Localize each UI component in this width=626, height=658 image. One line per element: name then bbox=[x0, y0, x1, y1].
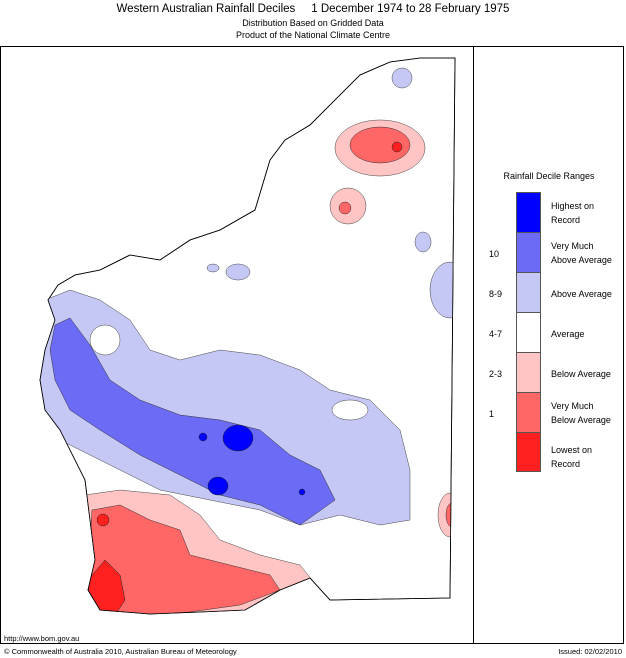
footer-copyright: © Commonwealth of Australia 2010, Austra… bbox=[4, 647, 237, 656]
region-lowest-on-record bbox=[96, 513, 110, 527]
region-lowest-on-record bbox=[391, 141, 403, 153]
map-title: Western Australian Rainfall Deciles 1 De… bbox=[116, 3, 510, 15]
legend-decile-10: 10 bbox=[489, 249, 500, 259]
region-above-average bbox=[225, 263, 251, 281]
rainfall-map bbox=[39, 57, 456, 615]
region-highest-on-record bbox=[198, 432, 208, 442]
region-above-average bbox=[206, 263, 220, 273]
region-highest-on-record bbox=[222, 424, 254, 452]
map-frame bbox=[0, 46, 624, 644]
legend-label-lowest-on-record: Lowest on Record bbox=[551, 445, 593, 469]
legend-swatch-very-much-above-average bbox=[516, 232, 541, 272]
map-subtitle-product: Product of the National Climate Centre bbox=[235, 30, 391, 40]
footer-url[interactable]: http://www.bom.gov.au bbox=[4, 634, 80, 643]
legend-divider bbox=[473, 46, 474, 644]
legend-decile-1: 1 bbox=[489, 409, 495, 419]
region-average bbox=[331, 399, 369, 421]
legend-label-very-much-below-average: Very Much Below Average bbox=[551, 401, 611, 425]
region-above-average bbox=[40, 289, 411, 526]
region-highest-on-record bbox=[207, 476, 229, 496]
legend-decile-8-9: 8-9 bbox=[489, 289, 503, 299]
legend-swatch-average bbox=[516, 312, 541, 352]
wa-coastline bbox=[39, 57, 456, 615]
legend-label-average: Average bbox=[551, 329, 585, 339]
region-highest-on-record bbox=[298, 488, 306, 496]
region-very-much-below-average bbox=[349, 126, 411, 164]
legend-swatch-highest-on-record bbox=[516, 192, 541, 232]
legend-swatch-lowest-on-record bbox=[516, 432, 541, 472]
legend-decile-2-3: 2-3 bbox=[489, 369, 503, 379]
region-very-much-below-average bbox=[445, 502, 455, 528]
legend-decile-4-7: 4-7 bbox=[489, 329, 503, 339]
legend-label-very-much-above-average: Very Much Above Average bbox=[551, 241, 612, 265]
legend-swatch-below-average bbox=[516, 352, 541, 392]
footer-issued: Issued: 02/02/2010 bbox=[558, 647, 622, 656]
legend-label-below-average: Below Average bbox=[551, 369, 611, 379]
region-above-average bbox=[414, 231, 432, 253]
region-average bbox=[89, 324, 121, 356]
legend-title: Rainfall Decile Ranges bbox=[503, 171, 595, 181]
region-above-average bbox=[429, 261, 455, 319]
map-subtitle-distribution: Distribution Based on Gridded Data bbox=[242, 18, 384, 28]
legend-swatch-very-much-below-average bbox=[516, 392, 541, 432]
decile-regions bbox=[40, 67, 455, 614]
legend-label-highest-on-record: Highest on Record bbox=[551, 201, 595, 225]
legend-swatch-above-average bbox=[516, 272, 541, 312]
legend-label-above-average: Above Average bbox=[551, 289, 612, 299]
region-above-average bbox=[391, 67, 413, 89]
region-very-much-above-average bbox=[49, 317, 336, 526]
region-very-much-below-average bbox=[338, 201, 352, 215]
